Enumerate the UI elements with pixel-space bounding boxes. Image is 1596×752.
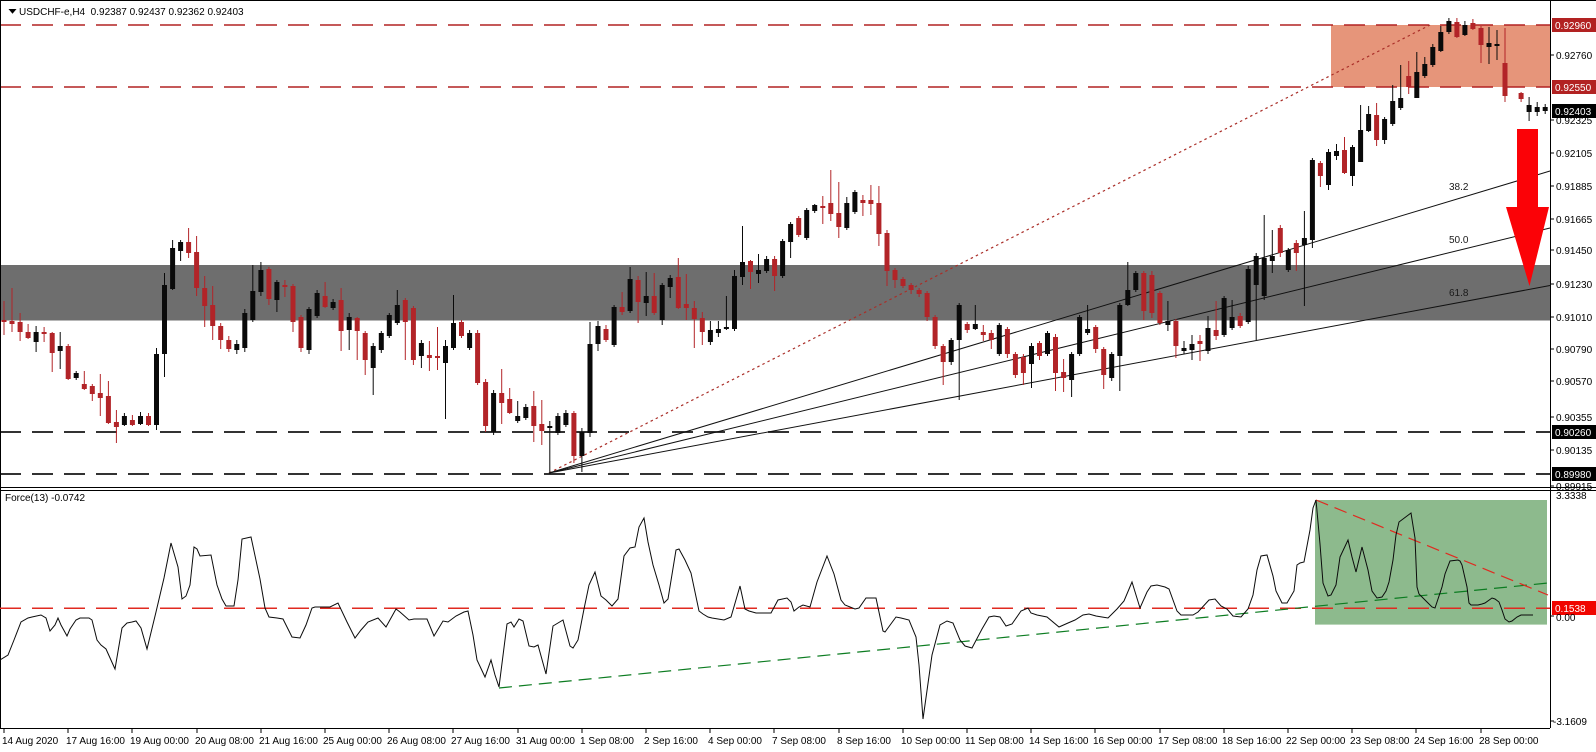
svg-text:22 Sep 00:00: 22 Sep 00:00 [1286, 736, 1346, 747]
svg-text:38.2: 38.2 [1449, 182, 1469, 193]
svg-text:0.92550: 0.92550 [1555, 83, 1592, 94]
svg-text:17 Sep 08:00: 17 Sep 08:00 [1158, 736, 1218, 747]
svg-text:0.91665: 0.91665 [1556, 215, 1593, 226]
svg-text:0.90135: 0.90135 [1556, 446, 1593, 457]
svg-text:0.89980: 0.89980 [1555, 470, 1592, 481]
svg-text:0.92760: 0.92760 [1556, 51, 1593, 62]
svg-text:0.92325: 0.92325 [1556, 116, 1593, 127]
svg-text:0.00: 0.00 [1556, 613, 1576, 624]
svg-text:USDCHF-e,H4 0.92387 0.92437 0: USDCHF-e,H4 0.92387 0.92437 0.92362 0.92… [19, 7, 244, 18]
svg-text:14 Sep 16:00: 14 Sep 16:00 [1029, 736, 1089, 747]
svg-text:61.8: 61.8 [1449, 288, 1469, 299]
svg-text:21 Aug 16:00: 21 Aug 16:00 [259, 736, 318, 747]
svg-text:0.91885: 0.91885 [1556, 182, 1593, 193]
svg-text:8 Sep 16:00: 8 Sep 16:00 [837, 736, 891, 747]
svg-text:0.89915: 0.89915 [1556, 482, 1593, 493]
svg-text:0.90790: 0.90790 [1556, 345, 1593, 356]
svg-text:0.92105: 0.92105 [1556, 149, 1593, 160]
svg-text:2 Sep 16:00: 2 Sep 16:00 [644, 736, 698, 747]
svg-text:4 Sep 00:00: 4 Sep 00:00 [708, 736, 762, 747]
svg-text:24 Sep 16:00: 24 Sep 16:00 [1414, 736, 1474, 747]
svg-text:31 Aug 00:00: 31 Aug 00:00 [516, 736, 575, 747]
svg-text:1 Sep 08:00: 1 Sep 08:00 [580, 736, 634, 747]
svg-text:0.92960: 0.92960 [1555, 21, 1592, 32]
svg-text:0.1538: 0.1538 [1555, 604, 1586, 615]
svg-text:26 Aug 08:00: 26 Aug 08:00 [387, 736, 446, 747]
svg-text:23 Sep 08:00: 23 Sep 08:00 [1350, 736, 1410, 747]
svg-text:0.90570: 0.90570 [1556, 377, 1593, 388]
svg-text:7 Sep 08:00: 7 Sep 08:00 [772, 736, 826, 747]
svg-text:Force(13) -0.0742: Force(13) -0.0742 [5, 493, 85, 504]
svg-text:0.91230: 0.91230 [1556, 280, 1593, 291]
svg-text:18 Sep 16:00: 18 Sep 16:00 [1222, 736, 1282, 747]
svg-text:19 Aug 00:00: 19 Aug 00:00 [130, 736, 189, 747]
svg-text:0.90355: 0.90355 [1556, 413, 1593, 424]
svg-text:0.90260: 0.90260 [1555, 428, 1592, 439]
svg-text:27 Aug 16:00: 27 Aug 16:00 [451, 736, 510, 747]
svg-text:0.91450: 0.91450 [1556, 246, 1593, 257]
svg-text:17 Aug 16:00: 17 Aug 16:00 [66, 736, 125, 747]
svg-text:0.91010: 0.91010 [1556, 313, 1593, 324]
svg-text:14 Aug 2020: 14 Aug 2020 [2, 736, 59, 747]
svg-text:28 Sep 00:00: 28 Sep 00:00 [1479, 736, 1539, 747]
svg-text:-3.1609: -3.1609 [1553, 717, 1587, 728]
svg-text:0.92403: 0.92403 [1555, 107, 1592, 118]
svg-text:50.0: 50.0 [1449, 235, 1469, 246]
svg-text:3.3338: 3.3338 [1556, 491, 1587, 502]
svg-text:10 Sep 00:00: 10 Sep 00:00 [901, 736, 961, 747]
svg-text:20 Aug 08:00: 20 Aug 08:00 [195, 736, 254, 747]
svg-text:25 Aug 00:00: 25 Aug 00:00 [323, 736, 382, 747]
svg-text:11 Sep 08:00: 11 Sep 08:00 [965, 736, 1024, 747]
svg-text:16 Sep 00:00: 16 Sep 00:00 [1093, 736, 1153, 747]
